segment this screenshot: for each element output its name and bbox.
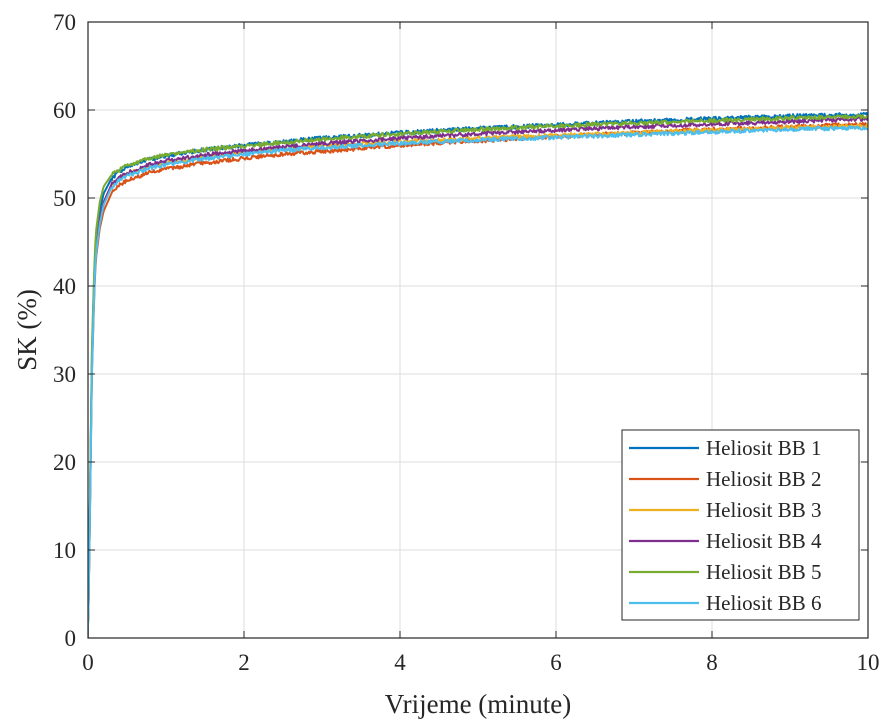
x-tick-label: 2	[238, 650, 250, 675]
x-tick-label: 8	[706, 650, 718, 675]
x-axis-label: Vrijeme (minute)	[385, 689, 572, 719]
axes	[87, 21, 869, 639]
legend: Heliosit BB 1 Heliosit BB 2 Heliosit BB 3 H…	[621, 429, 860, 621]
legend-label: Heliosit BB 4	[706, 529, 822, 553]
legend-label: Heliosit BB 6	[706, 591, 822, 615]
legend-label: Heliosit BB 3	[706, 498, 822, 522]
y-tick-label: 50	[53, 186, 76, 211]
series-line-4	[88, 116, 868, 638]
x-tick-label: 10	[857, 650, 880, 675]
y-tick-label: 10	[53, 538, 76, 563]
y-axis-label: SK (%)	[12, 289, 42, 371]
y-tick-label: 0	[65, 626, 77, 651]
y-tick-label: 60	[53, 98, 76, 123]
y-tick-label: 30	[53, 362, 76, 387]
x-tick-label: 0	[82, 650, 94, 675]
plot-frame	[87, 21, 869, 639]
y-tick-label: 70	[53, 10, 76, 35]
y-tick-label: 20	[53, 450, 76, 475]
series-lines	[88, 111, 868, 638]
legend-box	[621, 429, 860, 621]
tick-labels: 0 2 4 6 8 10 0 10 20 30 40 50 60 70	[53, 10, 880, 675]
series-line-5	[88, 113, 868, 638]
x-tick-label: 6	[550, 650, 562, 675]
series-line-6	[88, 125, 868, 638]
legend-label: Heliosit BB 1	[706, 436, 822, 460]
y-tick-label: 40	[53, 274, 76, 299]
legend-label: Heliosit BB 5	[706, 560, 822, 584]
legend-label: Heliosit BB 2	[706, 467, 822, 491]
x-tick-label: 4	[394, 650, 406, 675]
